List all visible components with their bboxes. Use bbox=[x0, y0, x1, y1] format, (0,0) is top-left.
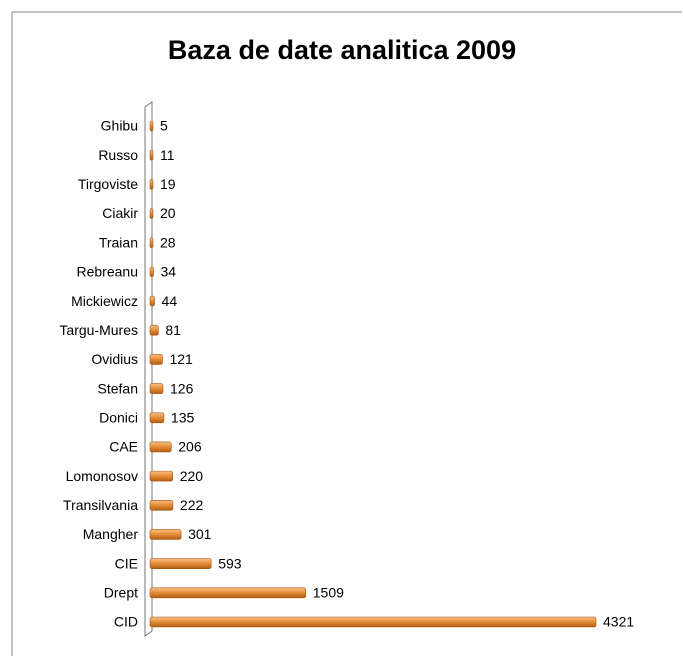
bar bbox=[149, 587, 307, 599]
bar bbox=[149, 208, 154, 219]
bar bbox=[149, 616, 597, 628]
value-label: 121 bbox=[169, 351, 193, 367]
category-label: Traian bbox=[99, 234, 138, 250]
chart-title: Baza de date analitica 2009 bbox=[168, 35, 516, 65]
value-label: 220 bbox=[180, 468, 204, 484]
value-label: 1509 bbox=[313, 585, 344, 601]
bar bbox=[149, 179, 154, 190]
category-label: Ghibu bbox=[101, 118, 138, 134]
category-label: Drept bbox=[104, 585, 138, 601]
category-label: CID bbox=[114, 614, 138, 630]
category-label: CIE bbox=[115, 555, 138, 571]
value-label: 593 bbox=[218, 555, 242, 571]
bar bbox=[149, 412, 165, 424]
category-label: Transilvania bbox=[63, 497, 138, 513]
category-label: Rebreanu bbox=[77, 264, 139, 280]
value-label: 44 bbox=[162, 293, 178, 309]
bar bbox=[149, 237, 154, 249]
bar bbox=[149, 558, 212, 569]
value-label: 135 bbox=[171, 409, 195, 425]
value-label: 34 bbox=[161, 264, 177, 280]
value-label: 81 bbox=[165, 322, 181, 338]
value-label: 222 bbox=[180, 497, 204, 513]
bar bbox=[149, 529, 182, 540]
value-label: 28 bbox=[160, 234, 176, 250]
value-label: 4321 bbox=[603, 614, 634, 630]
category-label: Mangher bbox=[83, 526, 139, 542]
category-label: Ovidius bbox=[91, 351, 138, 367]
bar bbox=[149, 354, 163, 365]
category-label: Stefan bbox=[98, 380, 138, 396]
value-label: 11 bbox=[160, 147, 175, 163]
bar bbox=[149, 149, 154, 161]
value-label: 126 bbox=[170, 380, 194, 396]
bar bbox=[149, 383, 164, 394]
bar bbox=[149, 266, 154, 278]
category-label: Targu-Mures bbox=[59, 322, 138, 338]
value-label: 206 bbox=[178, 439, 202, 455]
category-label: CAE bbox=[109, 439, 138, 455]
category-label: Mickiewicz bbox=[71, 293, 138, 309]
category-label: Donici bbox=[99, 409, 138, 425]
category-label: Ciakir bbox=[102, 205, 138, 221]
chart-border bbox=[11, 11, 682, 656]
bar bbox=[149, 470, 174, 482]
bar bbox=[149, 295, 155, 307]
category-label: Tirgoviste bbox=[78, 176, 138, 192]
category-label: Lomonosov bbox=[66, 468, 138, 484]
bar bbox=[149, 120, 154, 132]
bar bbox=[149, 324, 159, 336]
bar bbox=[149, 499, 174, 511]
value-label: 5 bbox=[160, 118, 168, 134]
value-label: 20 bbox=[160, 205, 176, 221]
value-label: 19 bbox=[160, 176, 176, 192]
value-label: 301 bbox=[188, 526, 212, 542]
bar bbox=[149, 441, 172, 453]
category-label: Russo bbox=[98, 147, 138, 163]
